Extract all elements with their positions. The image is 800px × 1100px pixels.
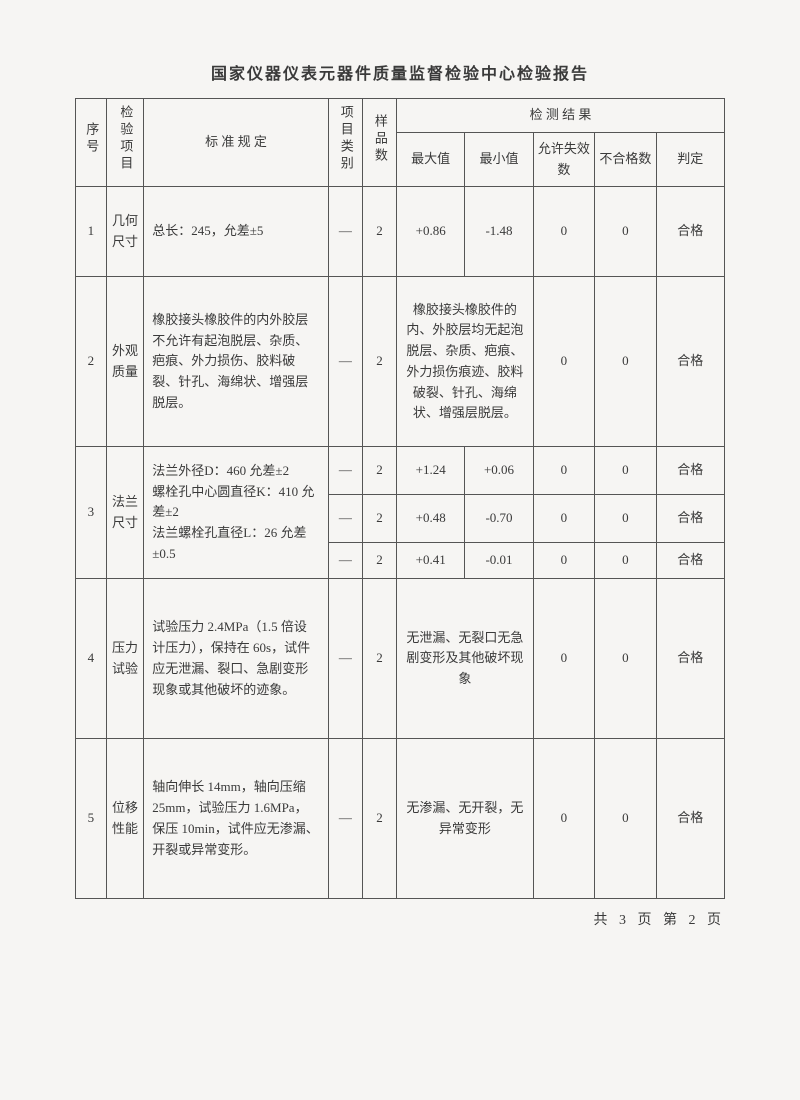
spec-line: 法兰外径D：460 允差±2 bbox=[152, 461, 319, 482]
max-cell: +0.41 bbox=[397, 543, 465, 579]
seq-cell: 3 bbox=[76, 447, 107, 579]
allow-fail-cell: 0 bbox=[533, 277, 594, 447]
inspection-table: 序号 检验项目 标 准 规 定 项目类别 样品数 检 测 结 果 最大值 最小值… bbox=[75, 98, 725, 899]
cat-cell: — bbox=[328, 579, 362, 739]
spec-line: 法兰螺栓孔直径L：26 允差±0.5 bbox=[152, 523, 319, 565]
seq-cell: 5 bbox=[76, 739, 107, 899]
nc-cell: 0 bbox=[595, 187, 656, 277]
table-header-row: 序号 检验项目 标 准 规 定 项目类别 样品数 检 测 结 果 bbox=[76, 99, 725, 133]
combined-result-cell: 无渗漏、无开裂，无异常变形 bbox=[397, 739, 534, 899]
samples-cell: 2 bbox=[362, 277, 396, 447]
cat-cell: — bbox=[328, 543, 362, 579]
judge-cell: 合格 bbox=[656, 543, 724, 579]
allow-fail-cell: 0 bbox=[533, 739, 594, 899]
nc-cell: 0 bbox=[595, 447, 656, 495]
th-min: 最小值 bbox=[465, 132, 533, 187]
cat-cell: — bbox=[328, 495, 362, 543]
cat-cell: — bbox=[328, 277, 362, 447]
min-cell: -0.01 bbox=[465, 543, 533, 579]
combined-result-cell: 橡胶接头橡胶件的内、外胶层均无起泡脱层、杂质、疤痕、外力损伤痕迹、胶料破裂、针孔… bbox=[397, 277, 534, 447]
th-cat: 项目类别 bbox=[328, 99, 362, 187]
th-spec: 标 准 规 定 bbox=[144, 99, 328, 187]
samples-cell: 2 bbox=[362, 579, 396, 739]
nc-cell: 0 bbox=[595, 579, 656, 739]
spec-cell: 试验压力 2.4MPa（1.5 倍设计压力），保持在 60s，试件应无泄漏、裂口… bbox=[144, 579, 328, 739]
seq-cell: 4 bbox=[76, 579, 107, 739]
max-cell: +0.48 bbox=[397, 495, 465, 543]
th-result-group: 检 测 结 果 bbox=[397, 99, 725, 133]
max-cell: +0.86 bbox=[397, 187, 465, 277]
judge-cell: 合格 bbox=[656, 277, 724, 447]
cat-cell: — bbox=[328, 739, 362, 899]
min-cell: +0.06 bbox=[465, 447, 533, 495]
item-cell: 法兰尺寸 bbox=[106, 447, 144, 579]
document-page: 国家仪器仪表元器件质量监督检验中心检验报告 序号 检验项目 标 准 规 定 项目… bbox=[0, 0, 800, 1100]
spec-line: 螺栓孔中心圆直径K：410 允差±2 bbox=[152, 482, 319, 524]
th-nc: 不合格数 bbox=[595, 132, 656, 187]
min-cell: -0.70 bbox=[465, 495, 533, 543]
min-cell: -1.48 bbox=[465, 187, 533, 277]
judge-cell: 合格 bbox=[656, 579, 724, 739]
judge-cell: 合格 bbox=[656, 495, 724, 543]
cat-cell: — bbox=[328, 447, 362, 495]
allow-fail-cell: 0 bbox=[533, 543, 594, 579]
nc-cell: 0 bbox=[595, 739, 656, 899]
th-samples: 样品数 bbox=[362, 99, 396, 187]
th-allow-fail: 允许失效数 bbox=[533, 132, 594, 187]
max-cell: +1.24 bbox=[397, 447, 465, 495]
th-max: 最大值 bbox=[397, 132, 465, 187]
allow-fail-cell: 0 bbox=[533, 447, 594, 495]
th-judge: 判定 bbox=[656, 132, 724, 187]
nc-cell: 0 bbox=[595, 495, 656, 543]
allow-fail-cell: 0 bbox=[533, 495, 594, 543]
samples-cell: 2 bbox=[362, 495, 396, 543]
samples-cell: 2 bbox=[362, 187, 396, 277]
item-cell: 压力试验 bbox=[106, 579, 144, 739]
table-row: 2 外观质量 橡胶接头橡胶件的内外胶层不允许有起泡脱层、杂质、疤痕、外力损伤、胶… bbox=[76, 277, 725, 447]
item-cell: 几何尺寸 bbox=[106, 187, 144, 277]
spec-cell: 橡胶接头橡胶件的内外胶层不允许有起泡脱层、杂质、疤痕、外力损伤、胶料破裂、针孔、… bbox=[144, 277, 328, 447]
judge-cell: 合格 bbox=[656, 187, 724, 277]
samples-cell: 2 bbox=[362, 447, 396, 495]
table-row: 5 位移性能 轴向伸长 14mm，轴向压缩 25mm，试验压力 1.6MPa，保… bbox=[76, 739, 725, 899]
report-title: 国家仪器仪表元器件质量监督检验中心检验报告 bbox=[75, 60, 725, 84]
allow-fail-cell: 0 bbox=[533, 187, 594, 277]
judge-cell: 合格 bbox=[656, 447, 724, 495]
table-row: 1 几何尺寸 总长：245，允差±5 — 2 +0.86 -1.48 0 0 合… bbox=[76, 187, 725, 277]
samples-cell: 2 bbox=[362, 543, 396, 579]
seq-cell: 2 bbox=[76, 277, 107, 447]
th-seq: 序号 bbox=[76, 99, 107, 187]
combined-result-cell: 无泄漏、无裂口无急剧变形及其他破坏现象 bbox=[397, 579, 534, 739]
table-row: 3 法兰尺寸 法兰外径D：460 允差±2 螺栓孔中心圆直径K：410 允差±2… bbox=[76, 447, 725, 495]
th-item: 检验项目 bbox=[106, 99, 144, 187]
spec-cell: 总长：245，允差±5 bbox=[144, 187, 328, 277]
page-footer: 共 3 页 第 2 页 bbox=[75, 899, 725, 929]
spec-cell: 法兰外径D：460 允差±2 螺栓孔中心圆直径K：410 允差±2 法兰螺栓孔直… bbox=[144, 447, 328, 579]
table-row: 4 压力试验 试验压力 2.4MPa（1.5 倍设计压力），保持在 60s，试件… bbox=[76, 579, 725, 739]
allow-fail-cell: 0 bbox=[533, 579, 594, 739]
judge-cell: 合格 bbox=[656, 739, 724, 899]
seq-cell: 1 bbox=[76, 187, 107, 277]
nc-cell: 0 bbox=[595, 543, 656, 579]
cat-cell: — bbox=[328, 187, 362, 277]
item-cell: 位移性能 bbox=[106, 739, 144, 899]
spec-cell: 轴向伸长 14mm，轴向压缩 25mm，试验压力 1.6MPa，保压 10min… bbox=[144, 739, 328, 899]
nc-cell: 0 bbox=[595, 277, 656, 447]
item-cell: 外观质量 bbox=[106, 277, 144, 447]
samples-cell: 2 bbox=[362, 739, 396, 899]
